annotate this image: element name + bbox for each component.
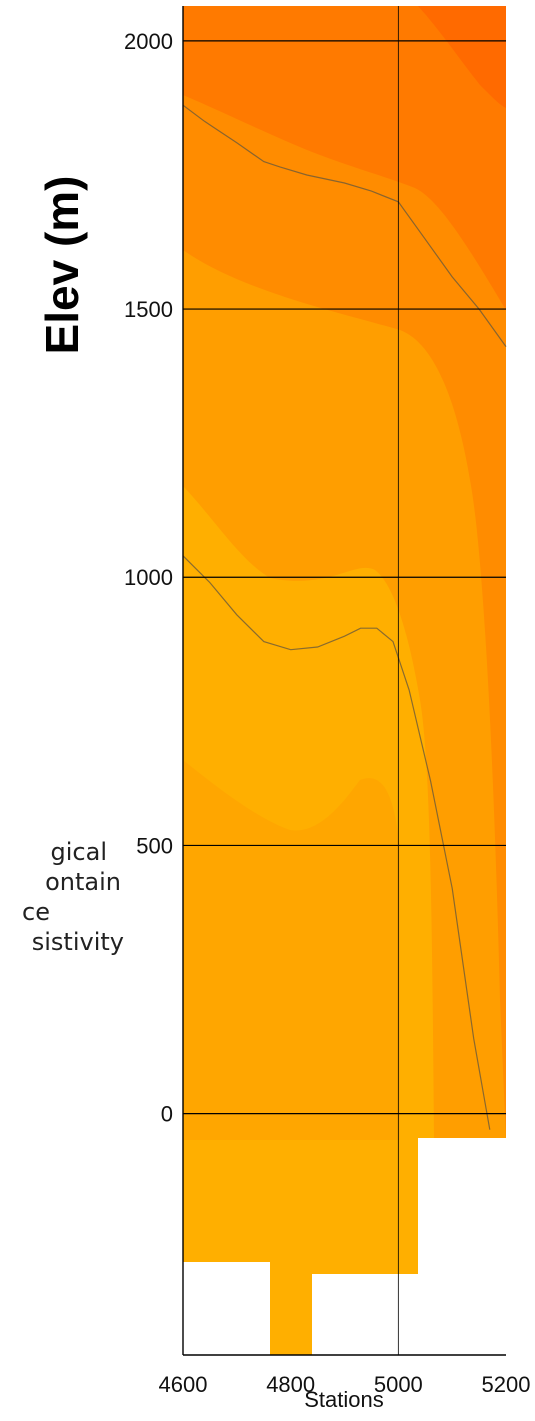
band-3 [183, 6, 506, 1140]
band-2b [183, 760, 400, 1140]
y-tick-label-2000: 2000 [124, 29, 173, 54]
x-axis-label: Stations [304, 1387, 384, 1412]
plot-area [183, 6, 506, 1355]
band-5 [418, 6, 506, 108]
contour-line-1 [182, 104, 507, 347]
band-4 [183, 6, 506, 310]
x-tick-labels: 4600 4800 5000 5200 [159, 1372, 531, 1397]
y-tick-label-1500: 1500 [124, 297, 173, 322]
x-tick-label-4600: 4600 [159, 1372, 208, 1397]
background-text-line-2: ontain [45, 868, 121, 896]
y-tick-label-500: 500 [136, 833, 173, 858]
background-text: gical ontain ce sistivity [22, 838, 124, 956]
background-text-line-3: ce [22, 898, 50, 926]
contour-line-2 [182, 555, 491, 1130]
background-text-line-4: sistivity [32, 928, 124, 956]
y-tick-labels: 0 500 1000 1500 2000 [124, 29, 173, 1127]
x-tick-label-5200: 5200 [482, 1372, 531, 1397]
x-tick-label-4800: 4800 [266, 1372, 315, 1397]
y-axis-label: Elev (m) [36, 176, 88, 355]
contour-lines [182, 104, 507, 1130]
x-tick-label-5000: 5000 [374, 1372, 423, 1397]
no-data-mask [183, 1138, 506, 1355]
y-tick-label-1000: 1000 [124, 565, 173, 590]
y-tick-label-0: 0 [161, 1102, 173, 1127]
background-text-line-1: gical [51, 838, 107, 866]
grid-lines [182, 6, 506, 1356]
